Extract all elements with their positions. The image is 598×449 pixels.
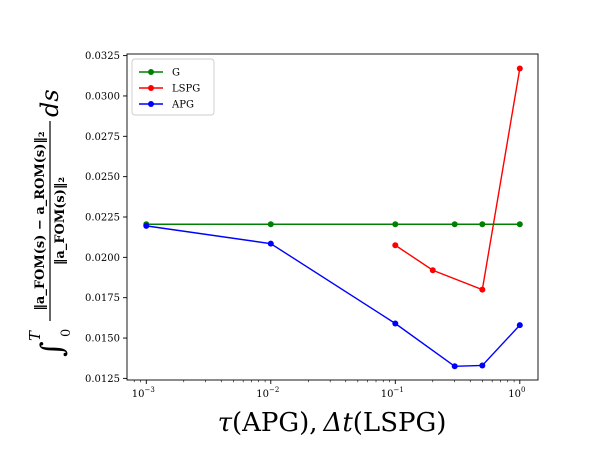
legend-label-apg: APG (171, 100, 194, 111)
legend-label-lspg: LSPG (172, 84, 200, 95)
y-axis-title: ∫ 0 T ‖a_FOM(s) − a_ROM(s)‖₂ ‖a_FOM(s)‖₂… (26, 89, 74, 357)
x-axis: 10−3 10−2 10−1 100 (132, 380, 525, 400)
legend-marker-g (148, 69, 154, 75)
ylabel-denominator: ‖a_FOM(s)‖₂ (53, 177, 68, 265)
ylabel-integral: ∫ (35, 341, 70, 357)
data-point-apg (451, 363, 458, 370)
series-layer (143, 65, 523, 370)
data-point-apg (516, 322, 523, 329)
series-line-apg (146, 225, 521, 367)
data-point-apg (267, 240, 274, 247)
x-axis-title: τ(APG), Δt(LSPG) (218, 408, 447, 438)
ylabel-ds: ds (36, 89, 64, 117)
data-point-lspg (479, 286, 486, 293)
data-point-g (392, 221, 399, 228)
ylabel-lower-limit: 0 (59, 329, 74, 337)
ylabel-numerator: ‖a_FOM(s) − a_ROM(s)‖₂ (33, 131, 48, 310)
data-point-apg (392, 320, 399, 327)
data-point-apg (479, 362, 486, 369)
data-point-g (267, 221, 274, 228)
y-tick-label: 0.0150 (85, 334, 120, 345)
y-tick-label: 0.0125 (85, 374, 120, 385)
y-tick-label: 0.0175 (85, 293, 120, 304)
legend-label-g: G (172, 68, 180, 79)
data-point-apg (143, 222, 150, 229)
data-point-lspg (392, 242, 399, 249)
data-point-g (451, 221, 458, 228)
y-axis: 0.0125 0.0150 0.0175 0.0200 0.0225 0.0250 0.02… (85, 51, 127, 385)
data-point-g (479, 221, 486, 228)
x-tick-label: 100 (508, 386, 525, 400)
y-tick-label: 0.0225 (85, 213, 120, 224)
legend-marker-apg (148, 101, 154, 107)
y-tick-label: 0.0325 (85, 51, 120, 62)
ylabel-upper-limit: T (26, 330, 44, 341)
x-tick-label: 10−1 (381, 386, 404, 400)
y-tick-label: 0.0300 (85, 91, 120, 102)
data-point-g (516, 221, 523, 228)
y-tick-label: 0.0275 (85, 132, 120, 143)
legend: G LSPG APG (131, 58, 215, 116)
series-line-lspg (394, 68, 521, 291)
y-tick-label: 0.0200 (85, 253, 120, 264)
legend-marker-lspg (148, 85, 154, 91)
data-point-lspg (429, 267, 436, 274)
y-tick-label: 0.0250 (85, 172, 120, 183)
x-tick-label: 10−3 (132, 386, 155, 400)
x-tick-label: 10−2 (256, 386, 279, 400)
data-point-lspg (516, 65, 523, 72)
